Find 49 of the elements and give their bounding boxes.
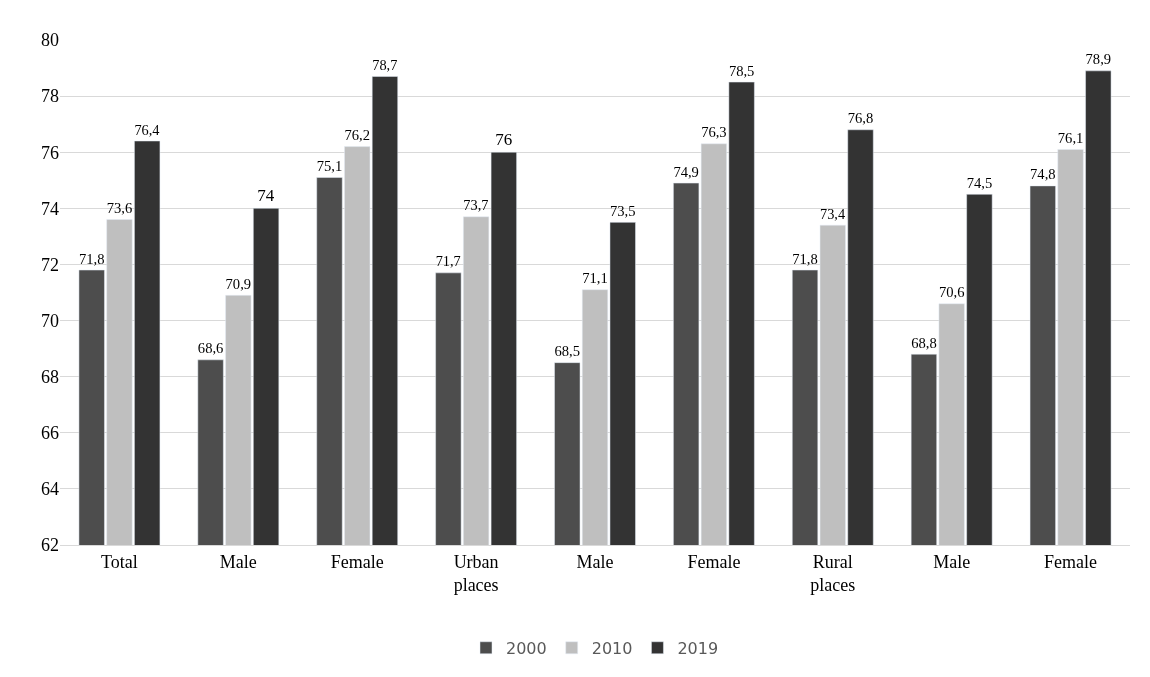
data-label: 68,8 [911, 334, 937, 351]
y-tick-label: 62 [41, 535, 59, 556]
data-label: 74 [257, 186, 275, 206]
data-label: 71,1 [582, 270, 608, 287]
data-label: 76,2 [344, 127, 370, 144]
data-label: 76,4 [134, 121, 160, 138]
data-label: 78,5 [728, 62, 755, 79]
legend-label: 2010 [591, 638, 633, 658]
data-label: 71,8 [792, 250, 818, 267]
x-tick-label: Male [219, 551, 257, 572]
y-tick-label: 74 [41, 198, 59, 219]
data-label: 78,9 [1085, 51, 1112, 68]
data-label: 74,8 [1030, 166, 1056, 183]
data-label: 75,1 [316, 158, 343, 175]
legend-label: 2019 [677, 638, 719, 658]
x-tick-label: Female [1044, 551, 1098, 572]
data-label: 76,8 [847, 110, 874, 127]
data-label: 71,8 [78, 250, 105, 267]
y-tick-label: 64 [41, 479, 59, 500]
data-label: 68,5 [554, 343, 581, 360]
data-label: 73,5 [609, 202, 636, 219]
y-tick-label: 68 [41, 366, 59, 387]
x-tick-label: Total [101, 551, 138, 572]
data-label: 78,7 [372, 57, 398, 74]
data-label: 68,6 [197, 340, 224, 357]
y-tick-label: 76 [41, 142, 59, 163]
y-tick-label: 66 [41, 423, 59, 444]
x-tick-label: Rural places [810, 551, 856, 595]
data-label: 73,7 [463, 197, 489, 214]
legend-label: 2000 [506, 638, 547, 658]
data-label: 76,3 [701, 124, 727, 141]
data-label: 73,4 [820, 205, 846, 222]
data-label: 70,6 [938, 284, 965, 301]
y-tick-label: 78 [41, 86, 59, 107]
y-tick-label: 72 [41, 254, 59, 275]
data-label: 74,5 [966, 174, 993, 191]
y-tick-label: 80 [41, 30, 59, 51]
x-tick-label: Male [933, 551, 971, 572]
data-label: 73,6 [106, 200, 133, 217]
x-tick-label: Urban places [453, 551, 499, 595]
x-tick-label: Female [687, 551, 741, 572]
x-tick-label: Male [576, 551, 614, 572]
data-label: 70,9 [225, 275, 252, 292]
data-label: 71,7 [435, 253, 461, 270]
data-label: 74,9 [673, 163, 699, 180]
data-label: 76,1 [1057, 129, 1084, 146]
x-tick-label: Female [330, 551, 384, 572]
data-label: 76 [495, 130, 513, 150]
y-tick-label: 70 [41, 310, 59, 331]
